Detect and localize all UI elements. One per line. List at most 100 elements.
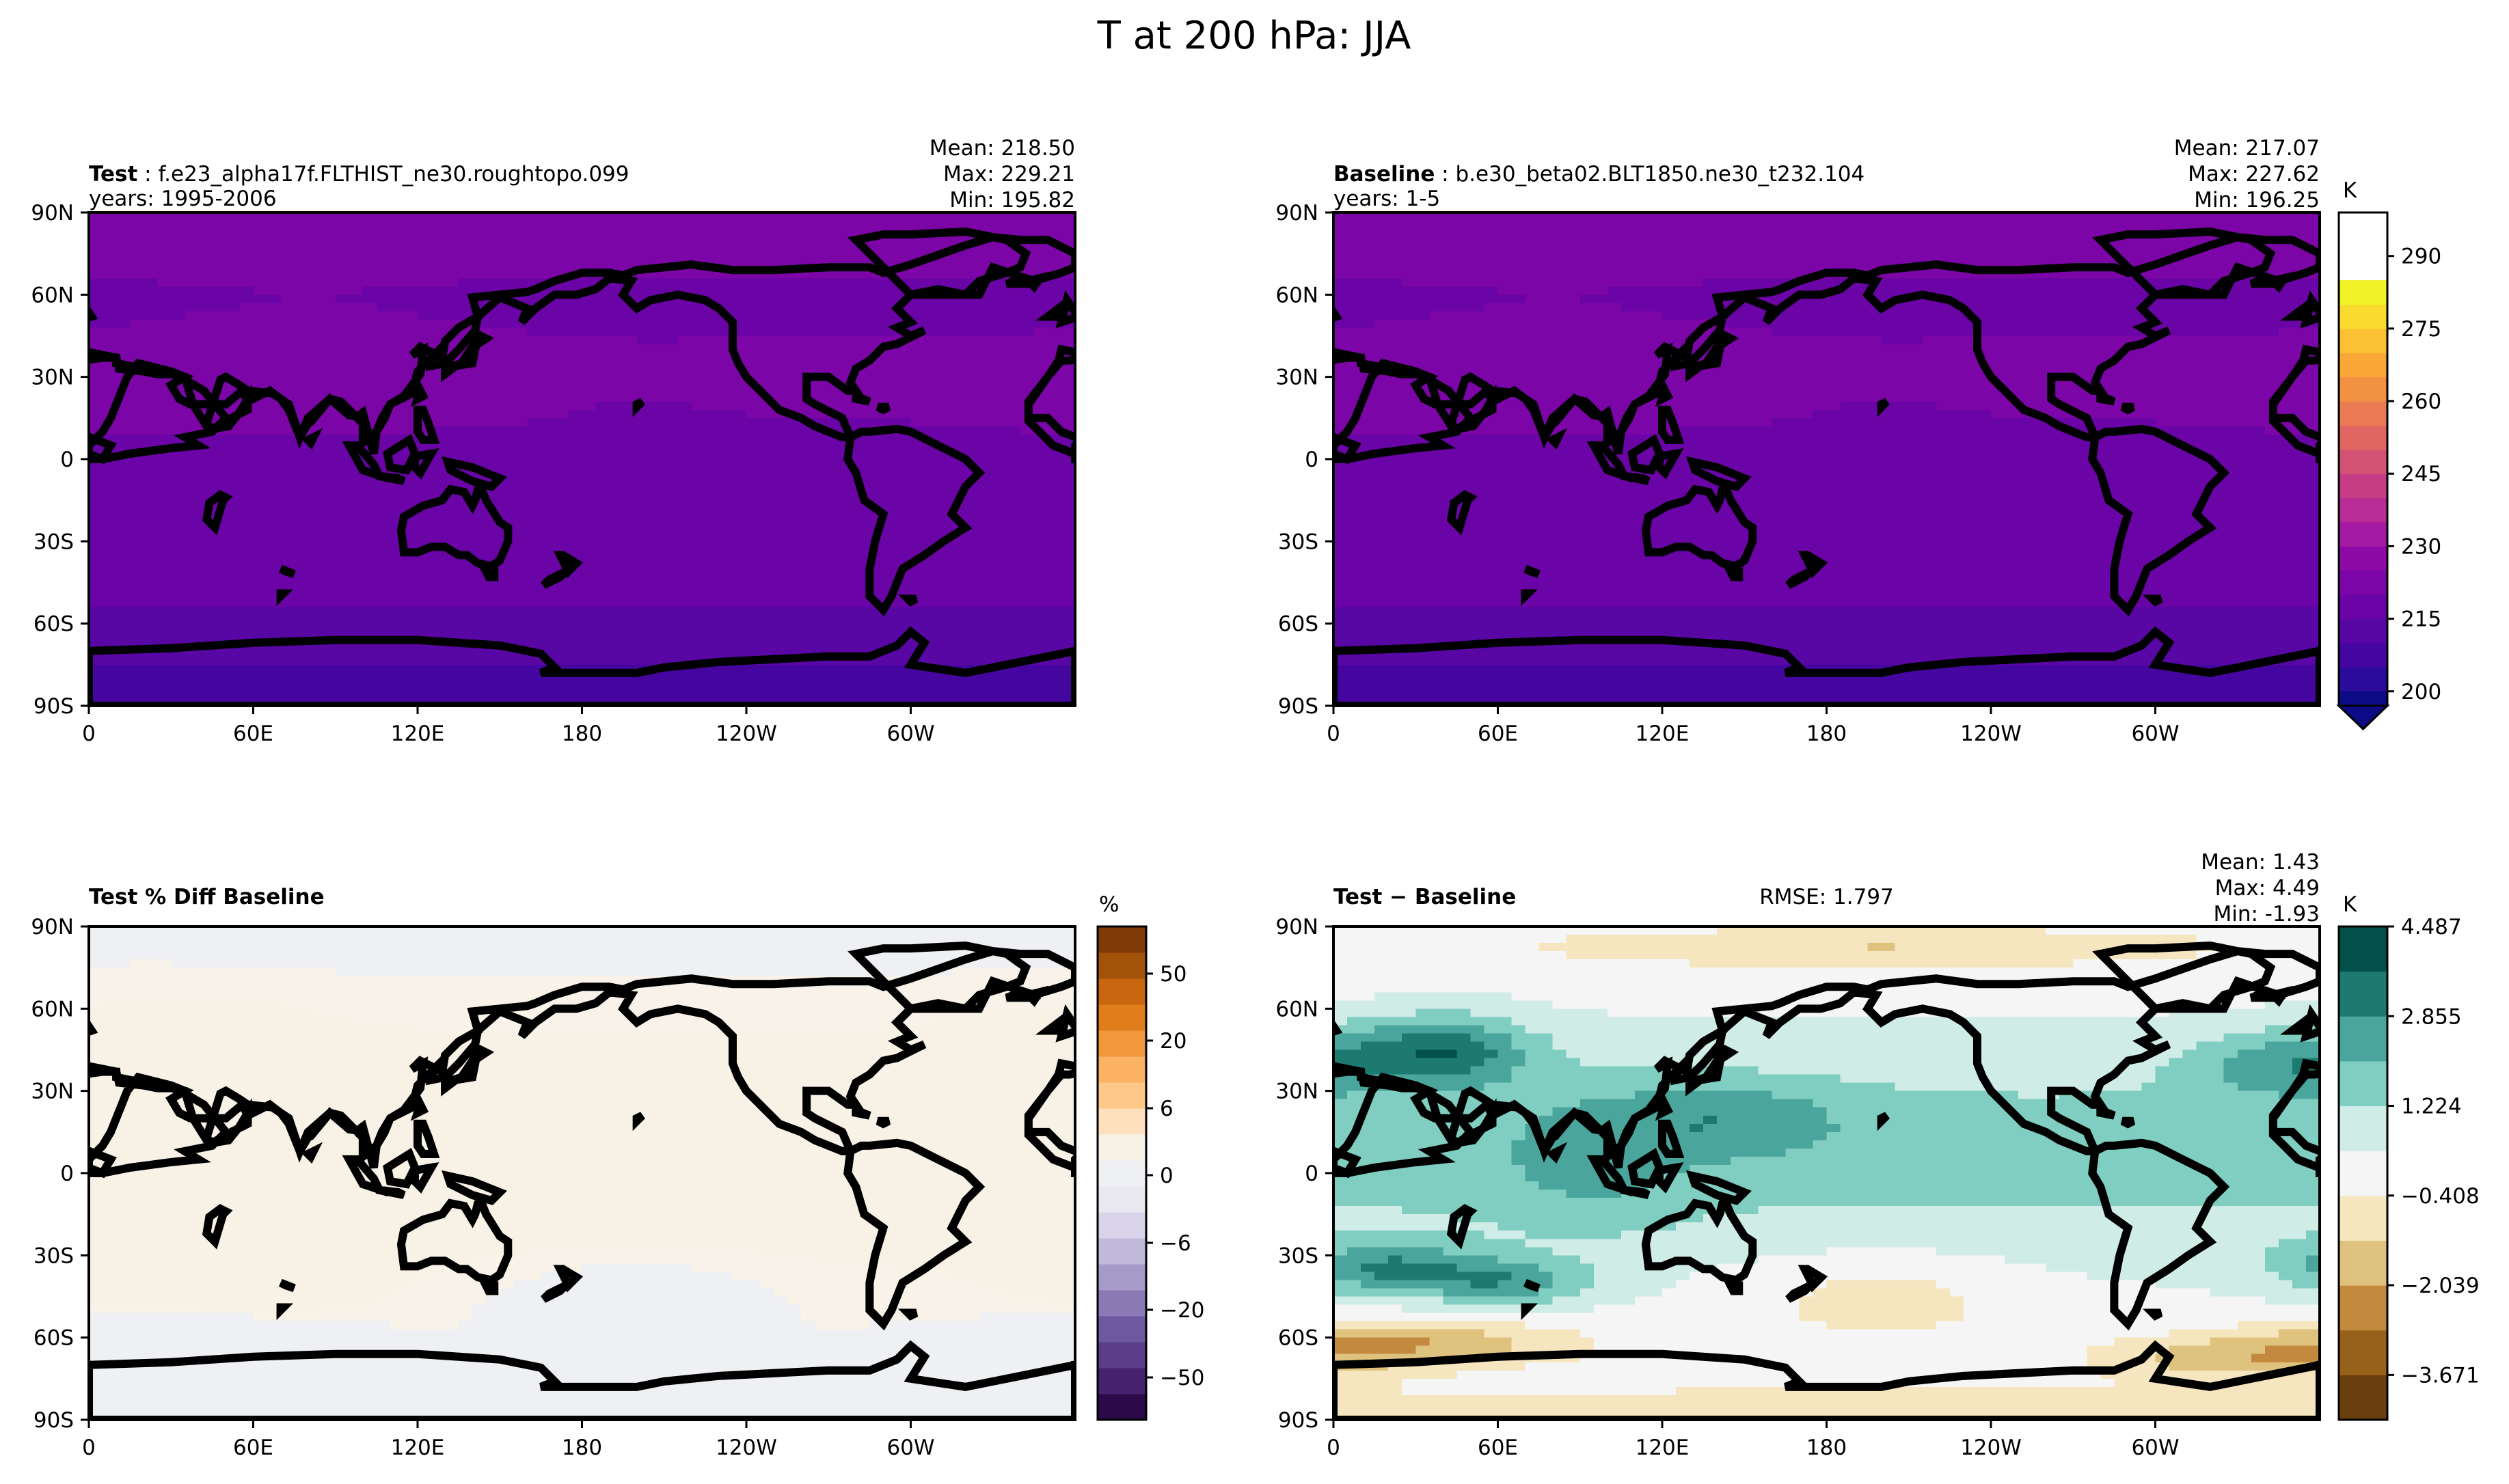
x-tick-label: 0 xyxy=(82,1435,96,1460)
colorbar-tick-label: −6 xyxy=(1160,1231,1191,1256)
colorbar-tick-label: 50 xyxy=(1160,962,1186,987)
y-tick-label: 30S xyxy=(33,530,74,554)
colorbar-tick-label: 20 xyxy=(1160,1029,1186,1054)
stat-label: Mean: 217.07 xyxy=(2174,136,2320,161)
y-tick-label: 90N xyxy=(1275,201,1318,225)
x-tick-label: 60W xyxy=(2131,722,2179,746)
y-tick-label: 60S xyxy=(33,612,74,637)
x-tick-label: 60E xyxy=(1478,1435,1518,1460)
x-tick-label: 120E xyxy=(1636,722,1690,746)
colorbar-tick-label: 200 xyxy=(2401,680,2441,704)
colorbar-tick-label: 230 xyxy=(2401,534,2441,559)
x-tick-label: 60W xyxy=(886,1435,934,1460)
test_map-field xyxy=(89,212,1076,706)
colorbar-tick-label: −20 xyxy=(1160,1298,1204,1323)
diff_map-field xyxy=(1333,926,2320,1420)
stat-label: Mean: 218.50 xyxy=(930,136,1075,161)
y-tick-label: 30S xyxy=(33,1243,74,1268)
x-tick-label: 60W xyxy=(2131,1435,2179,1460)
x-tick-label: 180 xyxy=(562,1435,602,1460)
x-tick-label: 120E xyxy=(391,1435,445,1460)
x-tick-label: 60E xyxy=(233,722,273,746)
colorbar-tick-label: −0.408 xyxy=(2401,1184,2480,1209)
x-tick-label: 0 xyxy=(1327,1435,1340,1460)
colorbar-unit: K xyxy=(2343,892,2357,917)
pct_diff_map-field xyxy=(89,926,1076,1420)
stat-label: Min: 196.25 xyxy=(2194,188,2320,212)
y-tick-label: 90S xyxy=(1278,1408,1318,1433)
colorbar-tick-label: 260 xyxy=(2401,389,2441,414)
diff_map: 0 60E 120E 180 120W 60W 90N 60N 30N 0 30S 60S 90S Tes… xyxy=(1275,850,2321,1460)
y-tick-label: 30S xyxy=(1278,1243,1318,1268)
y-tick-label: 30S xyxy=(1278,530,1318,554)
panel-title: Baseline : b.e30_beta02.BLT1850.ne30_t23… xyxy=(1333,162,1864,187)
y-tick-label: 30N xyxy=(1275,1080,1318,1104)
stat-label: Mean: 1.43 xyxy=(2201,850,2320,875)
x-tick-label: 0 xyxy=(1327,722,1340,746)
y-tick-label: 0 xyxy=(1305,1162,1318,1186)
rmse-label: RMSE: 1.797 xyxy=(1759,885,1894,909)
colorbar-tick-label: 290 xyxy=(2401,245,2441,269)
colorbar-tick-label: 215 xyxy=(2401,607,2441,632)
stat-label: Min: -1.93 xyxy=(2213,902,2320,926)
colorbar-tick-label: −50 xyxy=(1160,1366,1204,1390)
y-tick-label: 90S xyxy=(33,694,74,719)
x-tick-label: 120W xyxy=(716,722,777,746)
colorbar-tick-label: 275 xyxy=(2401,317,2441,342)
y-tick-label: 90N xyxy=(31,915,74,939)
colorbar-unit: % xyxy=(1099,892,1119,917)
colorbar-tick-label: 2.855 xyxy=(2401,1004,2462,1029)
y-tick-label: 90N xyxy=(1275,915,1318,939)
y-tick-label: 60N xyxy=(31,997,74,1021)
y-tick-label: 30N xyxy=(31,366,74,390)
baseline_map-colorbar: K 200 215 230 245 260 275 290 xyxy=(2336,178,2441,731)
x-tick-label: 0 xyxy=(82,722,96,746)
x-tick-label: 120E xyxy=(1636,1435,1690,1460)
panel-title: Test % Diff Baseline xyxy=(89,885,325,909)
y-tick-label: 60S xyxy=(33,1326,74,1351)
stat-label: Min: 195.82 xyxy=(949,188,1075,212)
colorbar-tick-label: 6 xyxy=(1160,1097,1174,1121)
y-tick-label: 30N xyxy=(31,1080,74,1104)
x-tick-label: 60W xyxy=(886,722,934,746)
y-tick-label: 60N xyxy=(1275,283,1318,307)
panel-years: years: 1-5 xyxy=(1333,187,1440,211)
colorbar-tick-label: 245 xyxy=(2401,462,2441,486)
y-tick-label: 0 xyxy=(60,448,74,472)
diff_map-colorbar: K 4.487 2.855 1.224 −0.408 −2.039 −3.671 xyxy=(2337,892,2480,1421)
x-tick-label: 180 xyxy=(1806,722,1847,746)
y-tick-label: 60N xyxy=(1275,997,1318,1021)
colorbar-unit: K xyxy=(2343,178,2357,203)
x-tick-label: 180 xyxy=(1806,1435,1847,1460)
y-tick-label: 60S xyxy=(1278,1326,1318,1351)
stat-label: Max: 229.21 xyxy=(943,162,1075,187)
colorbar-tick-label: 1.224 xyxy=(2401,1095,2462,1119)
y-tick-label: 90S xyxy=(1278,694,1318,719)
x-tick-label: 180 xyxy=(562,722,602,746)
baseline_map-field xyxy=(1333,212,2320,706)
panel-years: years: 1995-2006 xyxy=(89,187,277,211)
x-tick-label: 120E xyxy=(391,722,445,746)
y-tick-label: 60S xyxy=(1278,612,1318,637)
test_map: 0 60E 120E 180 120W 60W 90N 60N 30N 0 30S 60S 90S Tes… xyxy=(31,136,1076,746)
colorbar-tick-label: −3.671 xyxy=(2401,1363,2480,1388)
y-tick-label: 0 xyxy=(60,1162,74,1186)
stat-label: Max: 4.49 xyxy=(2215,876,2320,901)
y-tick-label: 0 xyxy=(1305,448,1318,472)
pct_diff_map-colorbar: % 50 20 6 0 −6 −20 −50 xyxy=(1096,892,1204,1421)
figure-title: T at 200 hPa: JJA xyxy=(1097,14,1411,58)
panel-title: Test : f.e23_alpha17f.FLTHIST_ne30.rough… xyxy=(89,162,629,187)
y-tick-label: 60N xyxy=(31,283,74,307)
x-tick-label: 120W xyxy=(1960,722,2022,746)
colorbar-tick-label: 0 xyxy=(1160,1164,1174,1188)
y-tick-label: 90S xyxy=(33,1408,74,1433)
x-tick-label: 120W xyxy=(716,1435,777,1460)
baseline_map: 0 60E 120E 180 120W 60W 90N 60N 30N 0 30S 60S 90S Bas… xyxy=(1275,136,2321,746)
panel-title: Test − Baseline xyxy=(1333,885,1516,909)
colorbar-tick-label: −2.039 xyxy=(2401,1274,2480,1298)
stat-label: Max: 227.62 xyxy=(2188,162,2320,187)
pct_diff_map: 0 60E 120E 180 120W 60W 90N 60N 30N 0 30S 60S 90S Tes… xyxy=(31,885,1076,1460)
x-tick-label: 60E xyxy=(233,1435,273,1460)
y-tick-label: 90N xyxy=(31,201,74,225)
